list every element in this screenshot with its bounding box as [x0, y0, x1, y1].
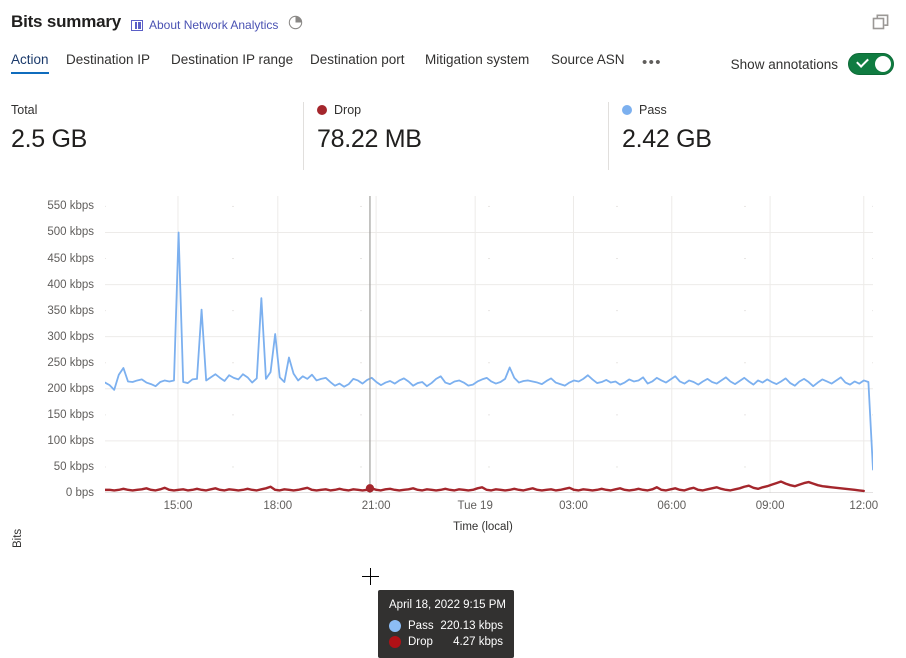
- metric-divider-1: [303, 102, 304, 170]
- metric-drop-label: Drop: [334, 103, 362, 117]
- metric-drop-value: 78.22 MB: [317, 125, 422, 153]
- bits-timeseries-chart: Bits 0 bps 50 kbps 100 kbps 150 kbps 200 kbp…: [0, 196, 906, 658]
- plot-area[interactable]: [103, 196, 874, 494]
- show-annotations-control: Show annotations: [731, 53, 894, 75]
- y-tick-label: 500 kbps: [47, 226, 94, 239]
- x-tick-label: 21:00: [361, 500, 391, 512]
- metric-pass-head: Pass: [622, 102, 712, 118]
- metric-total-value: 2.5 GB: [11, 125, 88, 153]
- x-tick-label: 12:00: [849, 500, 879, 512]
- chart-tooltip: April 18, 2022 9:15 PM Pass 220.13 kbps …: [378, 590, 514, 658]
- y-tick-label: 100 kbps: [47, 434, 94, 447]
- checkmark-icon: [856, 55, 869, 68]
- x-tick-label: 03:00: [559, 500, 588, 512]
- summary-metrics: Total 2.5 GB Drop 78.22 MB Pass 2.42 GB: [0, 102, 906, 170]
- hovered-point-drop: [365, 484, 375, 493]
- series-svg: [103, 196, 874, 494]
- toggle-knob: [875, 56, 891, 72]
- y-tick-label: 450 kbps: [47, 252, 94, 265]
- metric-total-label: Total: [11, 103, 38, 117]
- tab-mitigation-system[interactable]: Mitigation system: [425, 52, 530, 67]
- y-tick-label: 0 bps: [65, 487, 94, 499]
- x-tick-label: 18:00: [263, 500, 293, 512]
- tab-source-asn[interactable]: Source ASN: [551, 52, 625, 67]
- tab-destination-ip-range[interactable]: Destination IP range: [171, 52, 294, 67]
- metric-total-head: Total: [11, 102, 87, 118]
- metric-pass-value: 2.42 GB: [622, 125, 712, 153]
- tab-destination-ip[interactable]: Destination IP: [66, 52, 151, 67]
- y-tick-label: 50 kbps: [53, 460, 94, 473]
- tooltip-pass-value: 220.13 kbps: [440, 620, 503, 632]
- series-line-pass: [104, 231, 874, 471]
- tooltip-row-pass: Pass 220.13 kbps: [389, 620, 503, 632]
- x-axis-title: Time (local): [453, 521, 513, 533]
- show-annotations-label: Show annotations: [730, 56, 838, 72]
- tooltip-title: April 18, 2022 9:15 PM: [389, 599, 506, 611]
- tab-destination-port[interactable]: Destination port: [310, 52, 405, 67]
- tooltip-drop-dot-icon: [389, 636, 401, 648]
- about-link-label: About Network Analytics: [149, 18, 279, 32]
- article-icon: [131, 19, 143, 31]
- metric-divider-2: [608, 102, 609, 170]
- x-tick-label: 15:00: [163, 500, 193, 512]
- y-tick-label: 200 kbps: [47, 382, 94, 395]
- metric-pass: Pass 2.42 GB: [622, 102, 712, 154]
- panel-header: Bits summary About Network Analytics: [0, 0, 906, 44]
- x-tick-label: Tue 19: [457, 500, 493, 512]
- cursor-crosshair-icon: [362, 568, 379, 585]
- x-tick-label: 06:00: [657, 500, 687, 512]
- clock-pie-icon[interactable]: [288, 15, 303, 30]
- tab-overflow-button[interactable]: •••: [642, 54, 662, 71]
- y-tick-label: 350 kbps: [47, 304, 94, 317]
- x-tick-label: 09:00: [755, 500, 785, 512]
- drop-legend-dot-icon: [317, 105, 327, 115]
- page-title: Bits summary: [11, 12, 122, 31]
- y-tick-label: 400 kbps: [47, 278, 94, 291]
- about-network-analytics-link[interactable]: About Network Analytics: [131, 18, 278, 32]
- metric-drop-head: Drop: [317, 102, 422, 118]
- series-line-drop: [103, 480, 865, 493]
- pass-legend-dot-icon: [622, 105, 632, 115]
- tooltip-pass-dot-icon: [389, 620, 401, 632]
- metric-total: Total 2.5 GB: [11, 102, 87, 154]
- header-divider: [0, 93, 906, 94]
- tooltip-row-drop: Drop 4.27 kbps: [389, 636, 503, 648]
- metric-pass-label: Pass: [639, 103, 667, 117]
- tooltip-drop-label: Drop: [408, 636, 433, 648]
- y-tick-label: 550 kbps: [47, 200, 94, 213]
- metric-drop: Drop 78.22 MB: [317, 102, 422, 154]
- open-in-new-window-icon[interactable]: [870, 11, 892, 33]
- y-tick-label: 150 kbps: [47, 408, 94, 421]
- tab-action[interactable]: Action: [11, 52, 49, 74]
- tooltip-drop-value: 4.27 kbps: [453, 636, 503, 648]
- show-annotations-toggle[interactable]: [848, 53, 894, 75]
- tooltip-pass-label: Pass: [408, 620, 434, 632]
- pivot-tabs: Action Destination IP Destination IP ran…: [0, 52, 906, 84]
- y-axis-ticks: 0 bps 50 kbps 100 kbps 150 kbps 200 kbps 250 …: [0, 196, 94, 551]
- y-tick-label: 300 kbps: [47, 330, 94, 343]
- y-tick-label: 250 kbps: [47, 356, 94, 369]
